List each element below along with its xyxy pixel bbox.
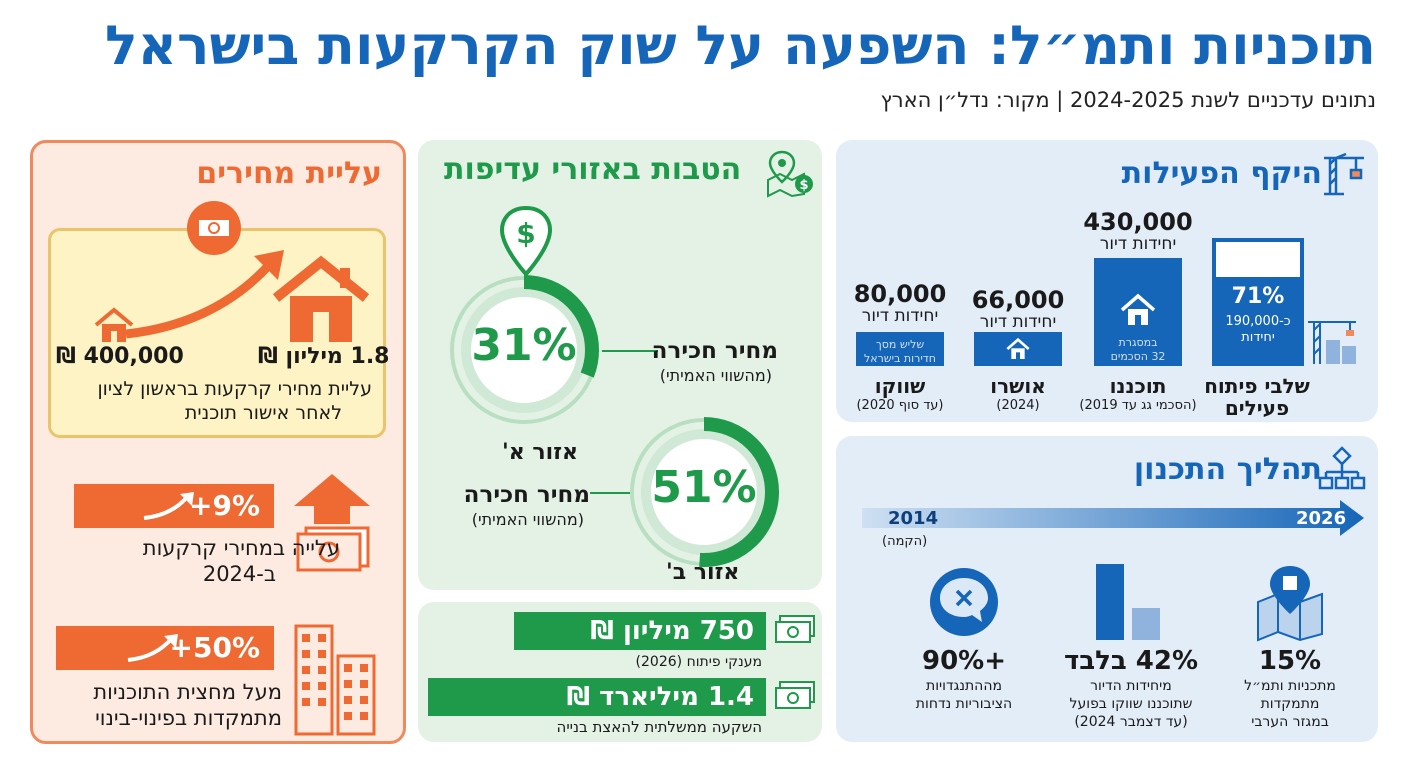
- active-line1: כ-190,000: [1225, 314, 1291, 329]
- page-title: תוכניות ותמ״ל: השפעה על שוק הקרקעות בישר…: [104, 14, 1376, 77]
- trend-arrow-icon: [143, 492, 194, 520]
- price-to: 1.8 מיליון ₪: [258, 344, 390, 369]
- money-up-icon: [294, 474, 370, 572]
- approved-note: (2024): [996, 398, 1040, 413]
- bar-chart-icon: [1096, 564, 1160, 640]
- active-line2: יחידות: [1241, 330, 1275, 345]
- marketed-unit: יחידות דיור: [861, 306, 939, 326]
- stat-objections-line2: הציבוריות נדחות: [915, 696, 1013, 712]
- page-subtitle: נתונים עדכניים לשנת 2024-2025 | מקור: נד…: [880, 88, 1376, 112]
- zone-a-pin-icon: $: [499, 205, 553, 277]
- marketed-inner-2: חדירות בישראל: [863, 352, 936, 365]
- planned-unit: יחידות דיור: [1099, 234, 1177, 254]
- map-pin-icon: [1257, 566, 1323, 642]
- trend-arrow-icon: [127, 634, 178, 662]
- planned-note: (הסכמי גג עד 2019): [1079, 398, 1197, 413]
- zone-a-percent: 31%: [471, 320, 577, 371]
- planned-value: 430,000: [1083, 208, 1193, 236]
- approved-name: אושרו: [990, 374, 1046, 398]
- investment-value: 1.4 מיליארד ₪: [428, 678, 766, 716]
- urban-renewal-value: +50%: [56, 626, 274, 670]
- planned-name: תוכננו: [1109, 374, 1167, 398]
- marketed-share-bar: [1132, 608, 1160, 640]
- house-icon: [1120, 293, 1156, 325]
- marketed-name: שווקו: [874, 374, 926, 398]
- timeline-start: 2014: [888, 508, 939, 529]
- active-name-1: שלבי פיתוח: [1204, 374, 1310, 398]
- marketed-bar: שליש מסך חדירות בישראל: [856, 332, 944, 366]
- investment-caption: השקעה ממשלתית להאצת בנייה: [556, 718, 762, 736]
- zone-b-connector: [590, 492, 630, 494]
- price-caption-line1: עליית מחירי קרקעות בראשון לציון: [97, 378, 372, 400]
- benefits-title: הטבות באזורי עדיפות: [444, 152, 742, 187]
- marketed-value: 80,000: [853, 280, 947, 308]
- small-house-icon: [94, 307, 134, 342]
- planned-inner-2: 32 הסכמים: [1110, 350, 1166, 363]
- urban-renewal-text: +50%: [169, 631, 260, 664]
- planned-bar: במסגרת 32 הסכמים: [1094, 258, 1182, 366]
- active-bar-fill: [1212, 277, 1304, 362]
- stat-objections-line1: מההתנגדויות: [926, 678, 1002, 694]
- zone-a-connector: [602, 350, 658, 352]
- svg-text:$: $: [516, 217, 535, 250]
- stat-arab-sector-line2: מתמקדות: [1260, 696, 1320, 712]
- zone-a-sub: (מהשווי האמיתי): [659, 366, 772, 385]
- grants-caption: מענקי פיתוח (2026): [635, 654, 762, 670]
- location-money-icon: $: [767, 150, 813, 198]
- zone-b-label: מחיר חכירה: [463, 482, 590, 508]
- approved-bar: [974, 332, 1062, 366]
- planned-share-bar: [1096, 564, 1124, 640]
- banknote-icon: [775, 681, 815, 709]
- active-percent: 71%: [1231, 284, 1285, 309]
- crane-icon: [1324, 152, 1364, 196]
- money-icon: [187, 201, 241, 255]
- large-house-icon: [272, 255, 370, 342]
- banknote-icon: [775, 615, 815, 643]
- land-price-caption-1: עלייה במחירי קרקעות: [142, 536, 340, 560]
- stat-marketed-line3: (עד דצמבר 2024): [1074, 714, 1188, 730]
- approved-value: 66,000: [971, 286, 1065, 314]
- timeline-arrow: [862, 500, 1364, 536]
- buildings-icon: [294, 624, 376, 736]
- stat-arab-sector-line3: במגזר הערבי: [1251, 714, 1329, 730]
- land-price-caption-2: ב-2024: [202, 562, 276, 586]
- zone-b-donut: [629, 417, 779, 567]
- prices-title: עליית מחירים: [196, 156, 382, 191]
- land-price-increase-text: +9%: [189, 489, 260, 522]
- flowchart-icon: [1318, 446, 1366, 490]
- marketed-inner-1: שליש מסך: [875, 338, 925, 351]
- timeline-start-note: (הקמה): [882, 534, 928, 549]
- price-growth-arrow: [125, 250, 284, 339]
- stat-objections-value: 90%+: [921, 646, 1007, 676]
- process-title: תהליך התכנון: [1133, 452, 1322, 487]
- house-icon: [1006, 337, 1030, 359]
- planned-inner-1: במסגרת: [1118, 336, 1158, 349]
- stat-marketed-line1: מיחידות הדיור: [1090, 678, 1172, 694]
- stat-marketed-line2: שתוכננו שווקו בפועל: [1069, 696, 1193, 712]
- grants-value: 750 מיליון ₪: [514, 612, 766, 650]
- urban-renewal-caption-2: מתמקדות בפינוי-בינוי: [95, 706, 282, 730]
- stat-arab-sector-line1: מתכניות ותמ״ל: [1244, 678, 1336, 694]
- price-caption-line2: לאחר אישור תוכנית: [184, 402, 342, 424]
- urban-renewal-caption-1: מעל מחצית התוכניות: [93, 680, 282, 704]
- zone-b-sub: (מהשווי האמיתי): [471, 510, 584, 529]
- svg-text:$: $: [799, 178, 808, 193]
- active-name-2: פעילים: [1224, 396, 1290, 420]
- stat-arab-sector-value: 15%: [1258, 646, 1322, 676]
- zone-a-name: אזור א': [502, 440, 579, 465]
- zone-a-donut: [449, 275, 599, 425]
- timeline-end: 2026: [1296, 508, 1347, 529]
- stat-marketed-value: 42% בלבד: [1063, 646, 1198, 676]
- rejected-chat-icon: [930, 568, 998, 636]
- scope-title: היקף הפעילות: [1121, 156, 1322, 191]
- marketed-note: (עד סוף 2020): [856, 398, 944, 413]
- price-from: 400,000 ₪: [56, 344, 184, 369]
- zone-b-name: אזור ב': [666, 560, 740, 585]
- zone-a-donut-fill: [449, 275, 599, 425]
- zone-a-label: מחיר חכירה: [651, 338, 778, 364]
- zone-b-percent: 51%: [651, 462, 757, 513]
- construction-site-icon: [1308, 321, 1356, 364]
- approved-unit: יחידות דיור: [979, 312, 1057, 332]
- zone-b-donut-fill: [629, 417, 779, 567]
